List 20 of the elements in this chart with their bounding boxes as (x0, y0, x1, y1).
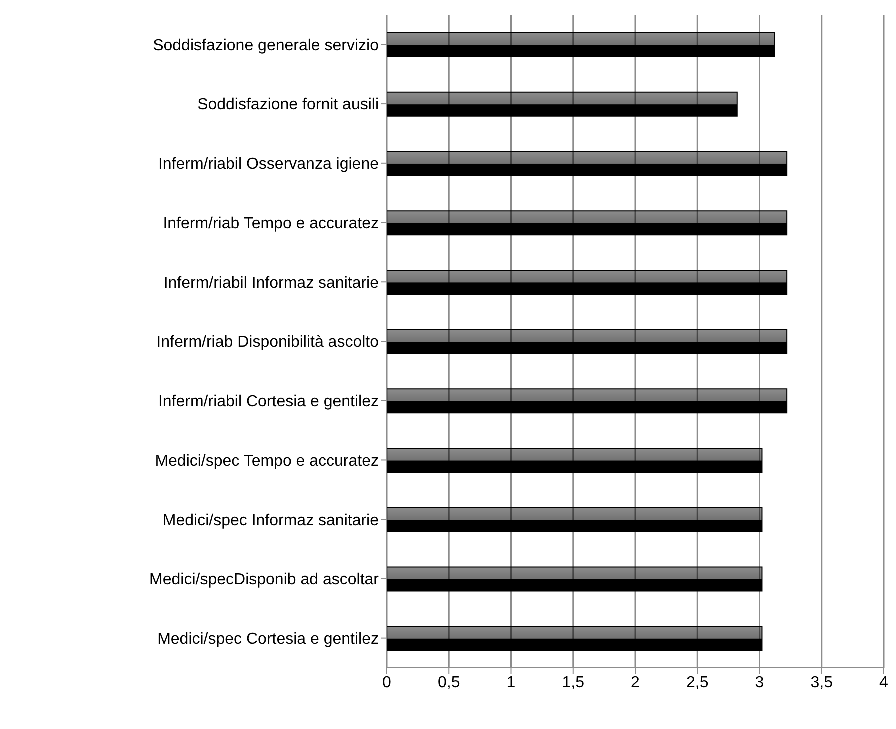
x-tick-label: 1 (506, 674, 516, 692)
x-tick-label: 1,5 (562, 674, 585, 692)
y-tick-label: Medici/spec Tempo e accuratez (155, 452, 379, 470)
x-tick-label: 4 (880, 674, 889, 692)
x-tick-label: 2 (631, 674, 640, 692)
y-tick-label: Inferm/riab Disponibilità ascolto (156, 334, 380, 352)
y-tick-label: Soddisfazione generale servizio (153, 37, 380, 54)
x-tick-label: 3,5 (810, 674, 834, 692)
y-tick-label: Inferm/riab Tempo e accuratez (163, 215, 379, 232)
y-tick-label: Inferm/riabil Cortesia e gentilez (158, 394, 379, 411)
y-tick-label: Medici/spec Cortesia e gentilez (158, 631, 379, 648)
x-tick-label: 2,5 (686, 674, 709, 692)
x-tick-label: 3 (755, 674, 764, 692)
y-tick-label: Inferm/riabil Osservanza igiene (158, 156, 380, 174)
x-tick-label: 0 (382, 674, 392, 692)
y-tick-label: Medici/spec Informaz sanitarie (162, 512, 380, 530)
y-tick-label: Soddisfazione fornit ausili (198, 96, 379, 114)
x-tick-label: 0,5 (438, 674, 460, 692)
y-tick-label: Inferm/riabil Informaz sanitarie (164, 274, 380, 292)
y-tick-label: Medici/specDisponib ad ascoltar (150, 572, 380, 589)
